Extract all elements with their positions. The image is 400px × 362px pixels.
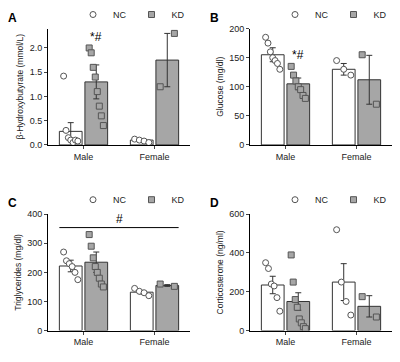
- svg-text:C: C: [8, 196, 17, 210]
- svg-text:KD: KD: [172, 10, 185, 20]
- svg-text:1.0: 1.0: [30, 92, 43, 102]
- svg-text:Female: Female: [341, 152, 371, 162]
- svg-text:400: 400: [229, 248, 244, 258]
- svg-text:D: D: [210, 196, 219, 210]
- svg-text:0: 0: [37, 326, 42, 336]
- svg-text:100: 100: [229, 82, 244, 92]
- svg-text:300: 300: [27, 238, 42, 248]
- svg-text:0.5: 0.5: [30, 116, 43, 126]
- svg-text:KD: KD: [374, 195, 387, 205]
- svg-text:#: #: [116, 212, 123, 226]
- svg-text:NC: NC: [315, 10, 328, 20]
- svg-text:KD: KD: [172, 195, 185, 205]
- svg-text:50: 50: [234, 111, 244, 121]
- svg-text:Female: Female: [139, 337, 169, 347]
- svg-text:Female: Female: [139, 152, 169, 162]
- svg-text:NC: NC: [113, 10, 126, 20]
- svg-text:2.0: 2.0: [30, 43, 43, 53]
- svg-text:NC: NC: [315, 195, 328, 205]
- svg-text:400: 400: [27, 209, 42, 219]
- svg-text:100: 100: [27, 297, 42, 307]
- svg-text:*#: *#: [90, 30, 102, 44]
- svg-text:600: 600: [229, 209, 244, 219]
- svg-text:0.0: 0.0: [30, 140, 43, 150]
- svg-text:200: 200: [27, 268, 42, 278]
- svg-text:KD: KD: [374, 10, 387, 20]
- svg-text:Male: Male: [74, 152, 94, 162]
- svg-text:Male: Male: [276, 337, 296, 347]
- svg-text:Female: Female: [341, 337, 371, 347]
- svg-text:0: 0: [239, 326, 244, 336]
- svg-text:Triglycerides (mg/dl): Triglycerides (mg/dl): [13, 234, 23, 311]
- svg-text:200: 200: [229, 24, 244, 34]
- svg-text:200: 200: [229, 287, 244, 297]
- svg-text:Male: Male: [74, 337, 94, 347]
- svg-text:B: B: [210, 11, 219, 25]
- svg-text:NC: NC: [113, 195, 126, 205]
- svg-text:A: A: [8, 11, 17, 25]
- svg-text:*#: *#: [292, 48, 304, 62]
- svg-text:0: 0: [239, 140, 244, 150]
- svg-text:Glucose (mg/dl): Glucose (mg/dl): [215, 57, 225, 117]
- svg-text:150: 150: [229, 53, 244, 63]
- svg-text:1.5: 1.5: [30, 67, 43, 77]
- svg-text:Male: Male: [276, 152, 296, 162]
- svg-text:β-Hydroxybutyrate (mmol/L): β-Hydroxybutyrate (mmol/L): [15, 34, 25, 140]
- svg-text:Corticosterone (ng/ml): Corticosterone (ng/ml): [215, 230, 225, 314]
